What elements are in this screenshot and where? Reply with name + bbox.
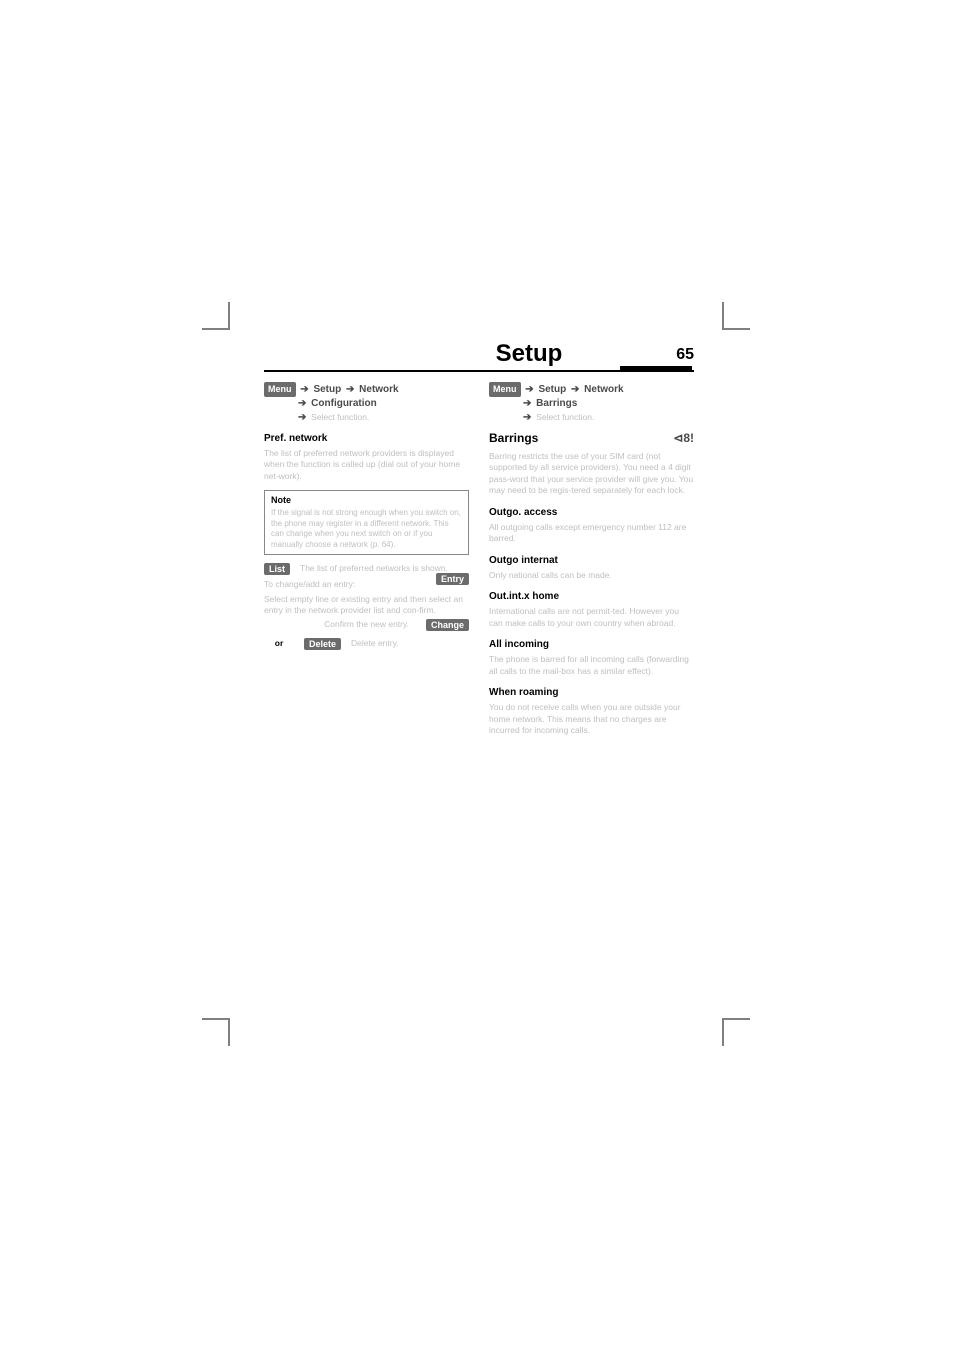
note-body: If the signal is not strong enough when … — [271, 508, 462, 550]
list-desc: The list of preferred networks is shown. — [300, 563, 448, 574]
crumb-network: Network — [359, 384, 398, 395]
page-content: Setup 65 Menu ➔ Setup ➔ Network ➔ Config… — [264, 340, 694, 747]
barrings-body: Barring restricts the use of your SIM ca… — [489, 451, 694, 497]
crop-mark — [202, 328, 230, 330]
entry-desc: Select empty line or existing entry and … — [264, 594, 465, 616]
arrow-icon: ➔ — [298, 398, 309, 409]
barrings-label: Barrings — [489, 431, 538, 445]
arrow-icon: ➔ — [568, 384, 582, 395]
heading-barrings: Barrings ⊲8! — [489, 431, 694, 445]
crop-mark — [202, 1018, 230, 1020]
crumb-barrings: Barrings — [536, 398, 577, 409]
crop-mark — [722, 1018, 750, 1020]
note-box: Note If the signal is not strong enough … — [264, 490, 469, 555]
heading-when-roaming: When roaming — [489, 687, 694, 698]
menu-pill: Menu — [489, 382, 521, 397]
arrow-icon: ➔ — [523, 398, 534, 409]
heading-outintx-home: Out.int.x home — [489, 591, 694, 602]
crumb-network: Network — [584, 384, 623, 395]
crumb-setup: Setup — [313, 384, 341, 395]
heading-outgo-internat: Outgo internat — [489, 555, 694, 566]
page-title: Setup — [264, 340, 654, 368]
heading-all-incoming: All incoming — [489, 639, 694, 650]
arrow-icon: ➔ — [298, 384, 312, 395]
menu-pill: Menu — [264, 382, 296, 397]
heading-pref-network: Pref. network — [264, 433, 469, 444]
page-header: Setup 65 — [264, 340, 694, 372]
heading-outgo-access: Outgo. access — [489, 507, 694, 518]
entry-softkey: Entry — [436, 573, 469, 585]
change-softkey: Change — [426, 619, 469, 631]
arrow-icon: ➔ — [523, 412, 534, 423]
crop-mark — [228, 1018, 230, 1046]
when-roaming-body: You do not receive calls when you are ou… — [489, 702, 694, 736]
or-label: or — [264, 638, 294, 649]
crop-mark — [722, 328, 750, 330]
crumb-select: Select function. — [311, 412, 369, 422]
outintx-body: International calls are not permit-ted. … — [489, 606, 694, 629]
page-number: 65 — [654, 346, 694, 364]
crumb-select: Select function. — [536, 412, 594, 422]
note-title: Note — [271, 495, 462, 505]
all-incoming-body: The phone is barred for all incoming cal… — [489, 654, 694, 677]
arrow-icon: ➔ — [523, 384, 537, 395]
outgo-access-body: All outgoing calls except emergency numb… — [489, 522, 694, 545]
delete-desc: Delete entry. — [351, 638, 399, 649]
arrow-icon: ➔ — [298, 412, 309, 423]
crumb-config: Configuration — [311, 398, 377, 409]
right-column: Menu ➔ Setup ➔ Network ➔ Barrings ➔ Sele… — [489, 382, 694, 747]
list-softkey: List — [264, 563, 290, 575]
pref-network-body: The list of preferred network providers … — [264, 448, 469, 482]
outgo-internat-body: Only national calls can be made. — [489, 570, 694, 581]
crop-mark — [228, 302, 230, 330]
crumb-setup: Setup — [538, 384, 566, 395]
breadcrumb-left: Menu ➔ Setup ➔ Network ➔ Configuration ➔… — [264, 382, 469, 425]
delete-softkey: Delete — [304, 638, 341, 650]
breadcrumb-right: Menu ➔ Setup ➔ Network ➔ Barrings ➔ Sele… — [489, 382, 694, 425]
arrow-icon: ➔ — [343, 384, 357, 395]
crop-mark — [722, 1018, 724, 1046]
crop-mark — [722, 302, 724, 330]
operator-icon: ⊲8! — [673, 431, 694, 445]
left-column: Menu ➔ Setup ➔ Network ➔ Configuration ➔… — [264, 382, 469, 747]
